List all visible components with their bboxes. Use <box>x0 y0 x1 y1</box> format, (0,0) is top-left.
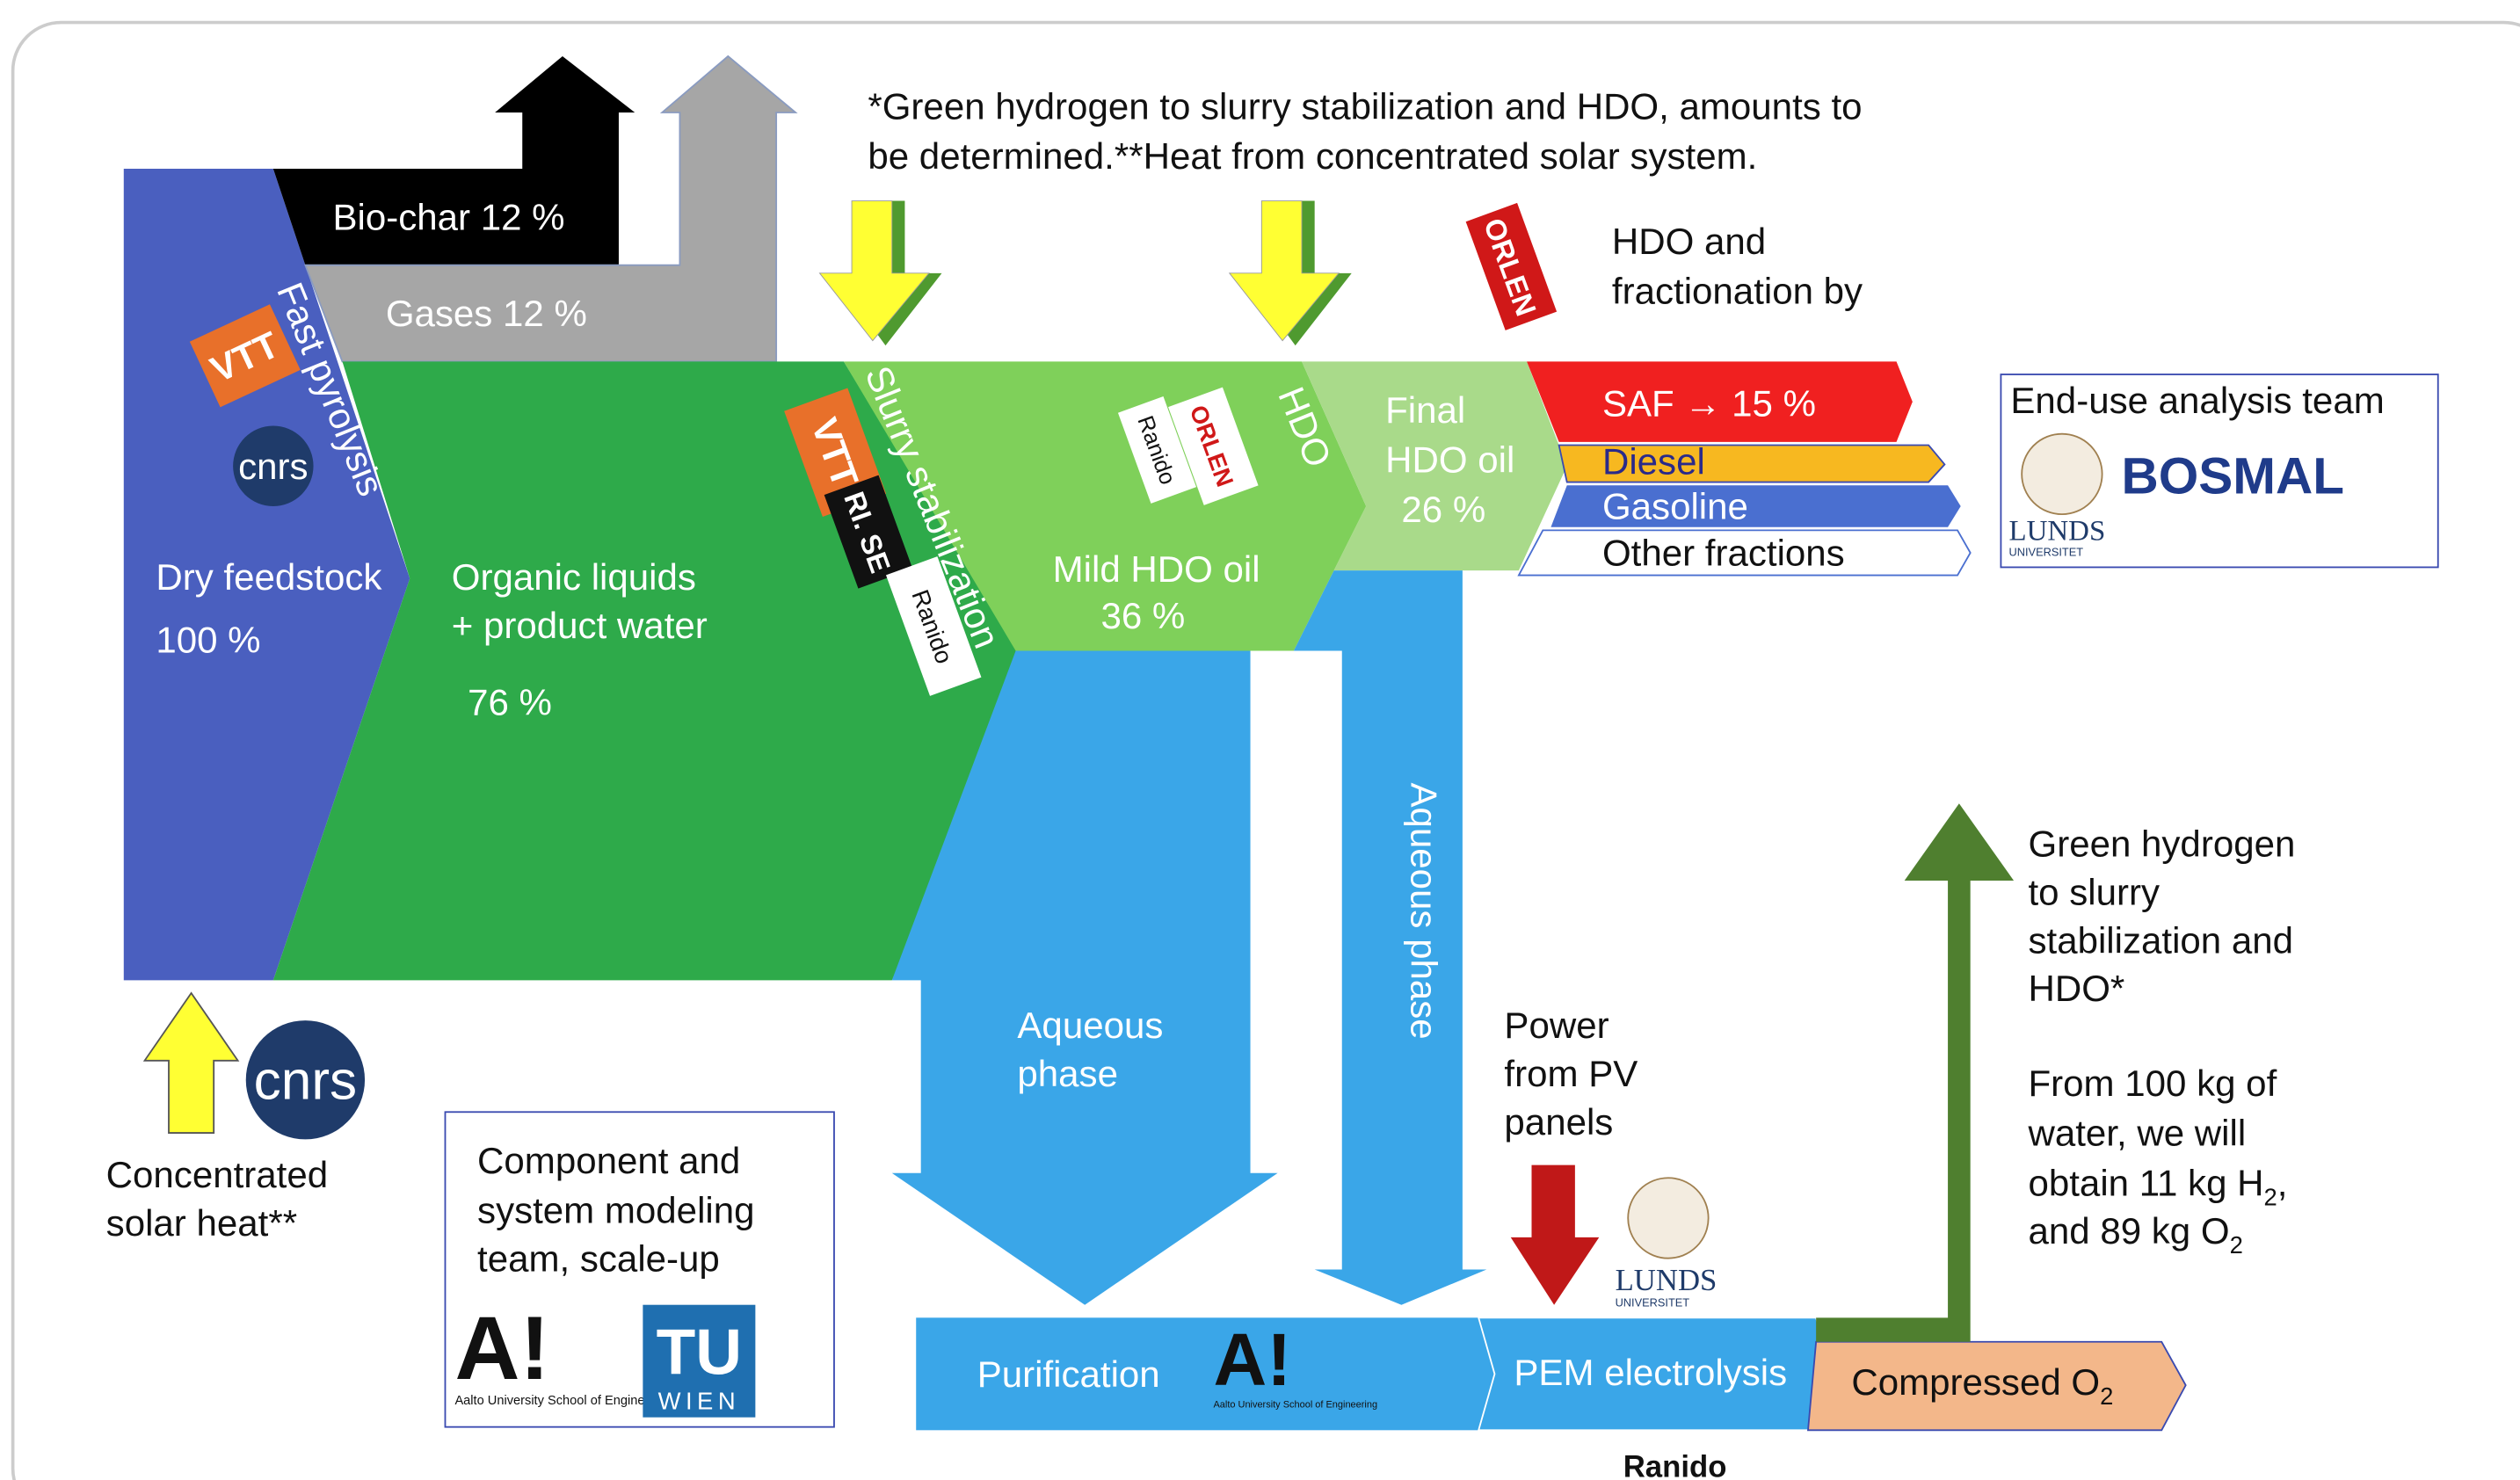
final-flow <box>1302 361 1567 571</box>
ranido-label: Ranido <box>1623 1450 1727 1480</box>
logos: VTT cnrs cnrs VTT RI. SE Ranido ORLEN Ra… <box>189 202 2344 1418</box>
biochar-label: Bio-char 12 % <box>332 196 564 237</box>
gasoline-flow <box>1550 485 1961 527</box>
hydrogen-label: Green hydrogen <box>2028 823 2295 865</box>
compressed-box <box>1806 1340 2187 1432</box>
modeling-label: team, scale-up <box>477 1237 720 1279</box>
note: be determined.**Heat from concentrated s… <box>868 135 1757 177</box>
feedstock-label: 100 % <box>156 619 260 660</box>
modeling-box <box>444 1111 835 1428</box>
organic-label: 76 % <box>468 682 552 723</box>
purification-label: Purification <box>977 1353 1160 1395</box>
logo-aalto-sub: Aalto University School of Engineering <box>454 1394 672 1408</box>
aqueous-label: phase <box>1017 1053 1118 1094</box>
logo-lunds: LUNDS <box>2009 515 2106 547</box>
logo-bosmal: BOSMAL <box>2122 447 2344 504</box>
logo-cnrs: cnrs <box>254 1051 357 1112</box>
aqueous-arrow <box>891 650 1278 1305</box>
logo-aalto: A! <box>454 1297 549 1398</box>
hydrogen-label: HDO* <box>2028 968 2124 1009</box>
water-label: and 89 kg O2 <box>2028 1210 2242 1259</box>
other-label: Other fractions <box>1602 533 1845 574</box>
hydrogen-label: stabilization and <box>2028 919 2293 961</box>
feedstock-flow <box>123 168 410 981</box>
water-label: From 100 kg of <box>2028 1063 2277 1104</box>
hydrogen-label: to slurry <box>2028 871 2160 912</box>
aqueous-label: Aqueous <box>1017 1005 1163 1046</box>
gases-label: Gases 12 % <box>386 293 587 334</box>
power-arrow <box>1510 1164 1600 1305</box>
modeling-label: Component and <box>477 1140 740 1181</box>
diesel-label: Diesel <box>1602 440 1705 482</box>
final-label: 26 % <box>1401 489 1485 530</box>
logo-tu: TU <box>657 1317 742 1388</box>
modeling-label: system modeling <box>477 1189 754 1230</box>
aqueous-vertical-label: Aqueous phase <box>1403 782 1444 1039</box>
logo-wien: WIEN <box>658 1388 741 1415</box>
aqueous-vertical-arrow <box>1293 570 1487 1305</box>
other-flow <box>1517 529 1972 577</box>
hdo-by: HDO and <box>1612 221 1766 262</box>
note: *Green hydrogen to slurry stabilization … <box>868 85 1862 127</box>
mild-label: Mild HDO oil <box>1053 548 1260 590</box>
organic-label: Organic liquids <box>452 556 696 598</box>
final-label: Final <box>1385 389 1465 431</box>
power-label: panels <box>1504 1101 1613 1143</box>
frame <box>11 20 2520 1480</box>
end-use-label: End-use analysis team <box>2010 380 2384 421</box>
logo-aalto: A! <box>1213 1318 1291 1401</box>
mild-label: 36 % <box>1100 595 1185 636</box>
biochar-flow <box>272 55 635 265</box>
logo-univ: UNIVERSITET <box>2009 546 2084 559</box>
yellow-arrow <box>142 200 1352 1134</box>
hydrogen-arrow <box>1816 803 2015 1342</box>
feedstock-label: Dry feedstock <box>156 556 382 598</box>
organic-label: + product water <box>452 605 708 646</box>
purification-box <box>916 1317 1495 1431</box>
hdo-by: fractionation by <box>1612 271 1863 312</box>
water-label: obtain 11 kg H2, <box>2028 1162 2287 1210</box>
saf-label: SAF → 15 % <box>1602 383 1816 424</box>
saf-flow <box>1527 361 1913 442</box>
logo-aalto-sub: Aalto University School of Engineering <box>1213 1400 1377 1411</box>
diesel-flow <box>1558 444 1946 483</box>
logo-lunds: LUNDS <box>1616 1263 1718 1297</box>
logo-univ: UNIVERSITET <box>1616 1296 1690 1310</box>
solar-label: Concentrated <box>106 1154 328 1195</box>
water-label: water, we will <box>2027 1113 2246 1154</box>
solar-label: solar heat** <box>106 1202 297 1244</box>
compressed-label: Compressed O2 <box>1851 1361 2113 1410</box>
power-label: from PV <box>1504 1053 1638 1094</box>
logo-cnrs: cnrs <box>238 446 308 487</box>
final-label: HDO oil <box>1385 439 1514 481</box>
power-label: Power <box>1504 1005 1609 1046</box>
gasoline-label: Gasoline <box>1602 486 1748 527</box>
pem-label: PEM electrolysis <box>1514 1352 1787 1393</box>
